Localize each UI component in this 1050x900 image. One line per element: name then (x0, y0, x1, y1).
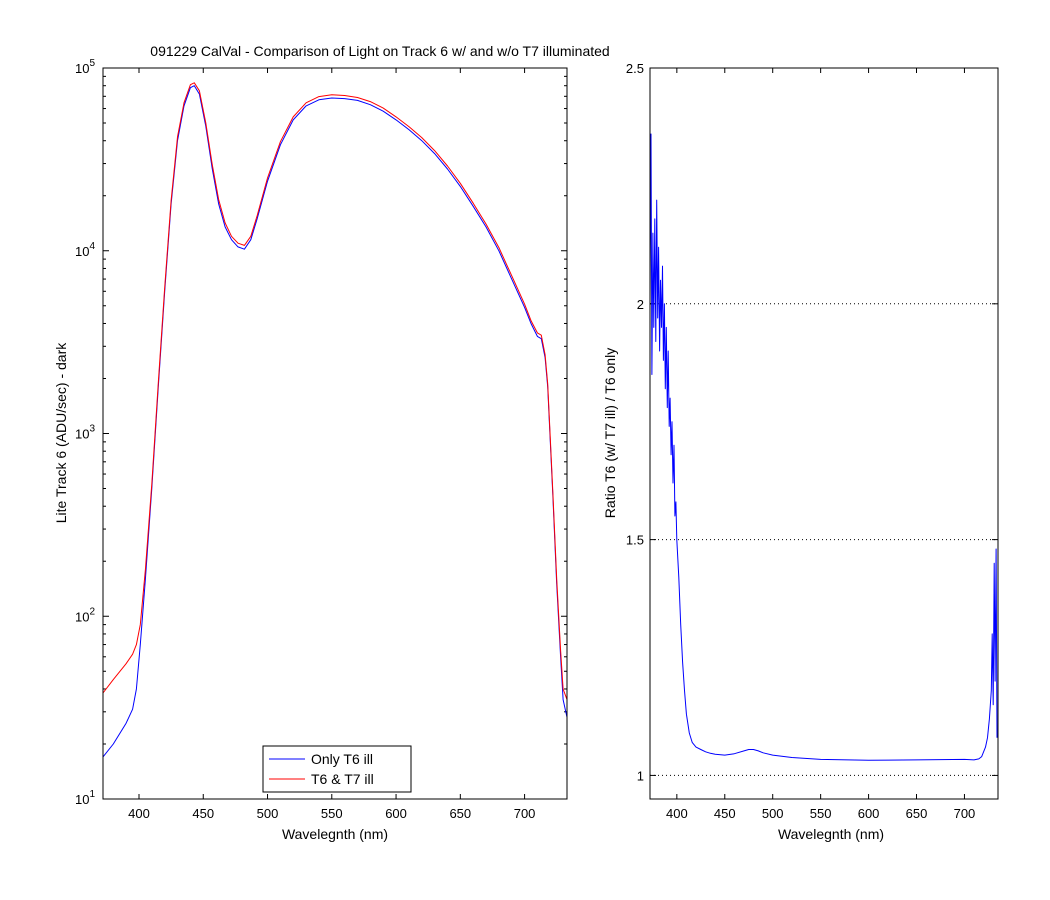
left-x-tick-label: 700 (514, 806, 536, 821)
right-y-tick-label: 2 (637, 297, 644, 312)
legend: Only T6 ill T6 & T7 ill (262, 745, 412, 793)
right-x-tick-label: 450 (714, 806, 736, 821)
right-axis-ticks: 400 450 500 550 600 650 700 1 1.5 2 2.5 (626, 61, 998, 821)
left-chart-panel: 091229 CalVal - Comparison of Light on T… (53, 43, 610, 842)
left-x-tick-label: 450 (192, 806, 214, 821)
left-y-tick-label: 102 (75, 606, 95, 624)
legend-label-t6-t7: T6 & T7 ill (311, 771, 374, 787)
right-y-axis-label: Ratio T6 (w/ T7 ill) / T6 only (602, 348, 618, 518)
left-y-tick-label: 104 (75, 241, 95, 259)
left-x-tick-label: 600 (385, 806, 407, 821)
right-plot-background (650, 68, 998, 799)
left-plot-frame (102, 67, 568, 800)
right-x-tick-label: 600 (858, 806, 880, 821)
left-y-tick-label: 101 (75, 789, 95, 807)
left-plot-background (103, 68, 567, 799)
legend-box (262, 745, 412, 793)
right-y-tick-label: 2.5 (626, 61, 644, 76)
legend-label-only-t6: Only T6 ill (311, 751, 373, 767)
right-y-tick-label: 1 (637, 768, 644, 783)
right-x-tick-label: 400 (666, 806, 688, 821)
right-plot-frame (649, 67, 999, 800)
right-x-tick-label: 700 (954, 806, 976, 821)
left-y-tick-label: 105 (75, 58, 95, 76)
left-x-tick-label: 650 (449, 806, 471, 821)
left-series-group (102, 82, 568, 758)
left-y-axis-label: Lite Track 6 (ADU/sec) - dark (53, 342, 69, 523)
left-axis-ticks: 400 450 500 550 600 650 700 101 102 103 104 105 (75, 58, 567, 821)
left-x-tick-label: 500 (257, 806, 279, 821)
right-y-tick-label: 1.5 (626, 533, 644, 548)
left-x-tick-label: 400 (128, 806, 150, 821)
left-x-axis-label: Wavelegnth (nm) (282, 826, 388, 842)
right-chart-panel: Wavelegnth (nm) Ratio T6 (w/ T7 ill) / T… (602, 61, 999, 842)
right-x-tick-label: 500 (762, 806, 784, 821)
left-chart-title: 091229 CalVal - Comparison of Light on T… (150, 43, 609, 59)
left-x-tick-label: 550 (321, 806, 343, 821)
right-x-tick-label: 550 (810, 806, 832, 821)
right-x-tick-label: 650 (906, 806, 928, 821)
left-y-tick-label: 103 (75, 424, 95, 442)
right-x-axis-label: Wavelegnth (nm) (778, 826, 884, 842)
left-series-line-1 (102, 82, 568, 700)
right-series-line-0 (649, 133, 998, 761)
right-series-group (649, 133, 998, 761)
